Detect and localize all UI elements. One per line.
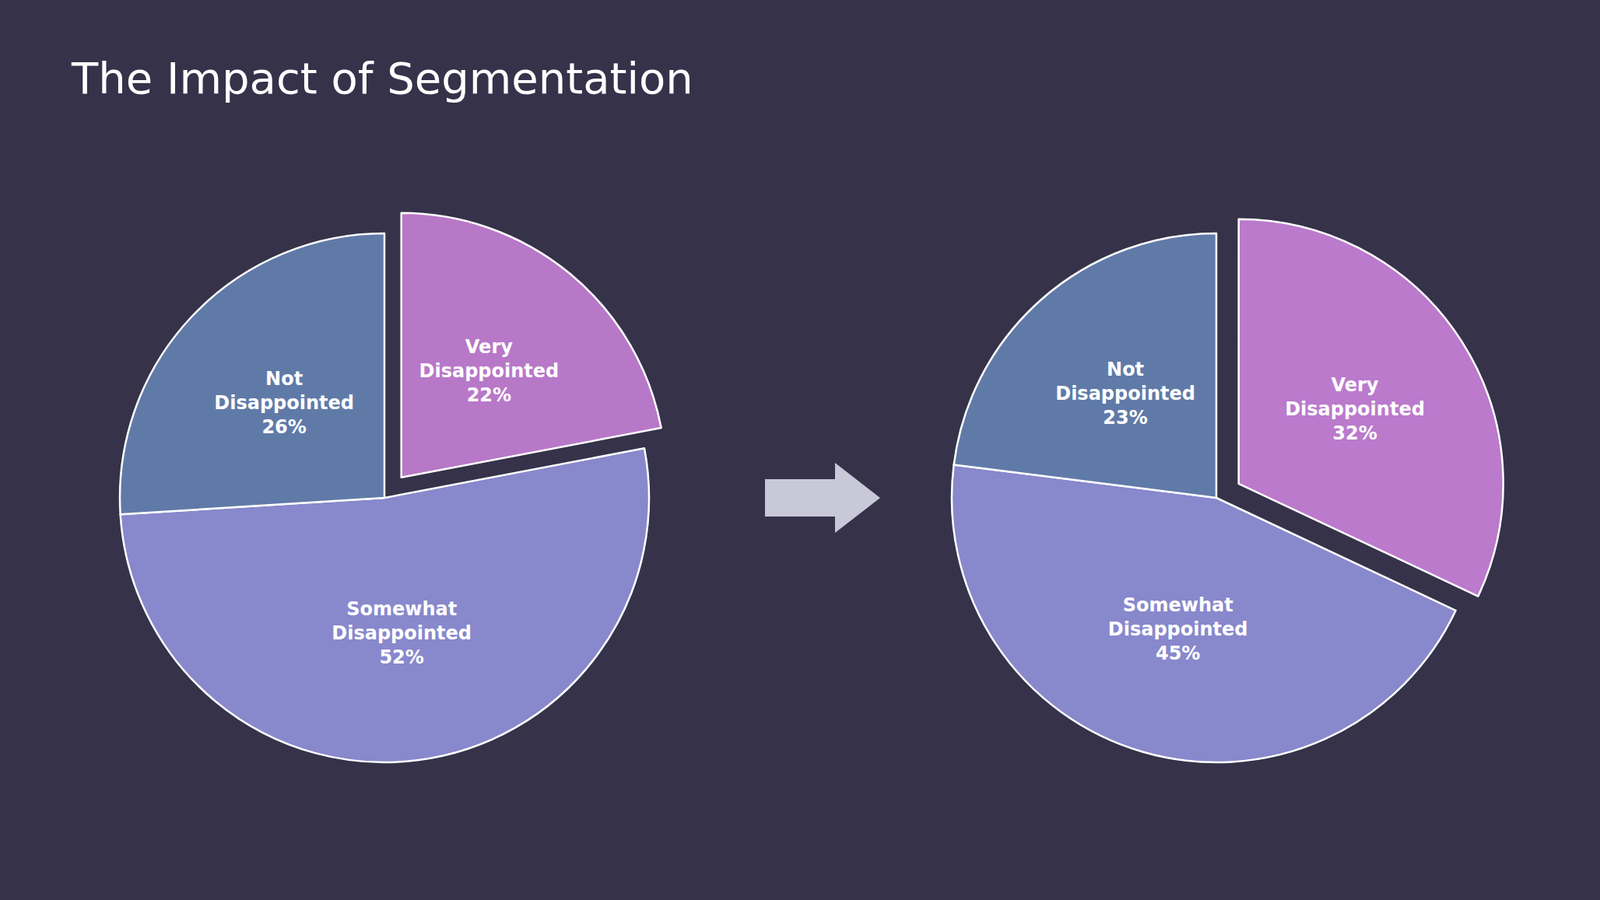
data-label-line: Disappointed [419, 360, 560, 383]
data-label: NotDisappointed23% [1055, 358, 1196, 429]
arrow [764, 463, 881, 534]
data-label-line: 26% [261, 416, 306, 439]
data-label: SomewhatDisappointed45% [1108, 594, 1249, 665]
pie-slice [401, 213, 662, 478]
data-label-line: Very [465, 336, 513, 358]
pie-slice [119, 233, 385, 515]
data-label-line: Not [265, 368, 303, 390]
data-label-line: 23% [1102, 407, 1148, 429]
pie [951, 219, 1504, 763]
data-label: VeryDisappointed22% [419, 336, 560, 407]
pie-labels: VeryDisappointed22%SomewhatDisappointed5… [214, 336, 559, 670]
title: The Impact of Segmentation [70, 52, 694, 104]
data-label-line: Disappointed [331, 622, 472, 645]
data-label-line: Somewhat [1122, 594, 1234, 617]
data-label-line: Not [1106, 358, 1144, 381]
pie-slice [951, 464, 1457, 763]
data-label-line: 32% [1332, 422, 1377, 445]
data-label-line: Disappointed [1108, 618, 1249, 641]
data-label: NotDisappointed26% [214, 368, 355, 439]
data-label-line: Disappointed [1055, 382, 1196, 405]
data-label-line: Somewhat [346, 598, 457, 621]
data-label-line: Disappointed [214, 392, 355, 415]
pie-labels: VeryDisappointed32%SomewhatDisappointed4… [1055, 358, 1425, 664]
data-label-line: 45% [1155, 642, 1200, 665]
data-label-line: 52% [378, 646, 424, 669]
data-label-line: 22% [466, 384, 512, 407]
pie-slice [954, 233, 1217, 499]
data-label-line: Very [1330, 374, 1379, 397]
data-label: SomewhatDisappointed52% [331, 598, 472, 669]
data-label: VeryDisappointed32% [1284, 374, 1425, 445]
background [0, 0, 1600, 900]
pie [119, 213, 662, 763]
chart-canvas: The Impact of SegmentationVeryDisappoint… [0, 0, 1600, 900]
data-label-line: Disappointed [1284, 398, 1425, 421]
